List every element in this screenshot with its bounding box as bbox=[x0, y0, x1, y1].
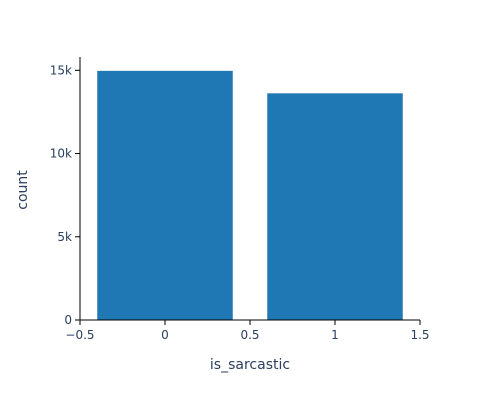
y-tick-label: 10k bbox=[50, 147, 72, 161]
y-tick-label: 5k bbox=[57, 230, 72, 244]
y-axis: 0 5k 10k 15k bbox=[50, 57, 81, 327]
x-tick-label: −0.5 bbox=[65, 328, 94, 342]
x-tick-label: 1.5 bbox=[410, 328, 429, 342]
y-tick-label: 0 bbox=[64, 313, 72, 327]
x-axis-title: is_sarcastic bbox=[210, 357, 290, 373]
x-tick-label: 0.5 bbox=[240, 328, 259, 342]
x-axis: −0.5 0 0.5 1 1.5 bbox=[65, 319, 430, 342]
y-axis-title: count bbox=[15, 170, 31, 210]
x-tick-label: 1 bbox=[331, 328, 339, 342]
bar-0 bbox=[96, 70, 234, 321]
bars-layer bbox=[96, 70, 404, 321]
y-tick-label: 15k bbox=[50, 63, 72, 77]
bar-1 bbox=[266, 92, 404, 321]
x-tick-label: 0 bbox=[161, 328, 169, 342]
